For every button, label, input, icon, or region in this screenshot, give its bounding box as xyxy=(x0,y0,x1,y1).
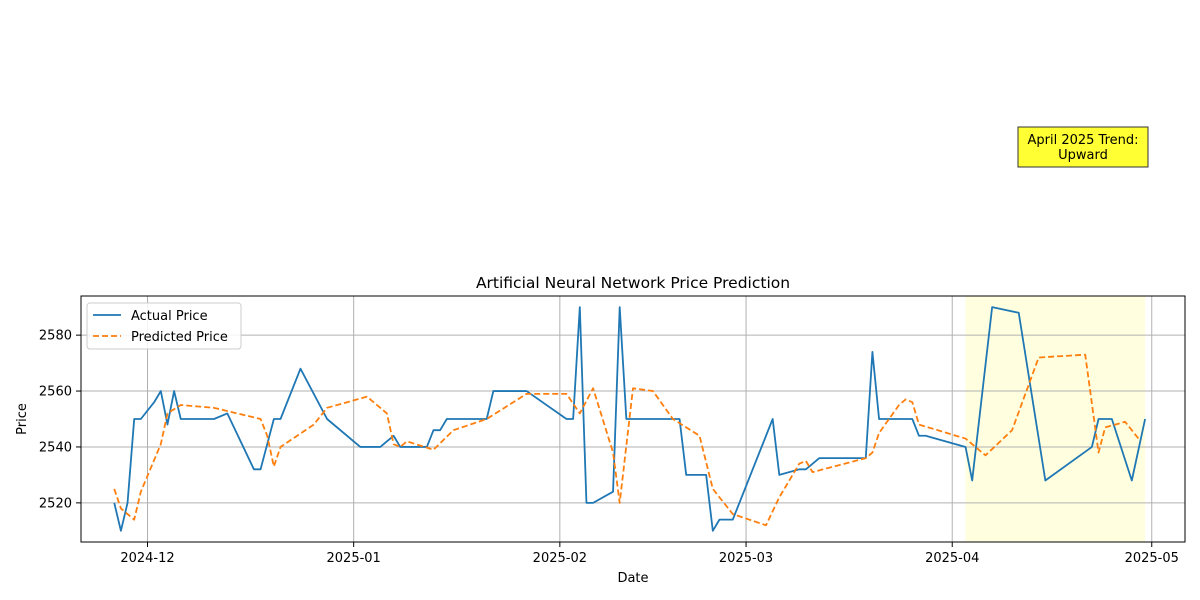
x-tick-label: 2025-04 xyxy=(925,551,979,566)
trend-annotation: April 2025 Trend: Upward xyxy=(1017,126,1149,168)
axis-ticks: 2024-12 2025-01 2025-02 2025-03 2025-04 2025-… xyxy=(39,329,1179,566)
annotation-box xyxy=(1017,126,1149,168)
x-tick-label: 2025-03 xyxy=(719,551,773,566)
legend-label: Predicted Price xyxy=(131,330,228,345)
annotation-line: April 2025 Trend: xyxy=(1027,133,1138,148)
series-line-predicted-price xyxy=(113,353,1140,527)
series-line-actual-price xyxy=(113,306,1146,532)
y-tick-label: 2560 xyxy=(39,385,72,400)
series-lines xyxy=(113,306,1146,532)
x-tick-label: 2025-01 xyxy=(327,551,381,566)
y-tick-label: 2580 xyxy=(39,329,72,344)
legend-box xyxy=(86,302,242,350)
annotation-text: April 2025 Trend: Upward xyxy=(1027,133,1138,163)
x-axis-label: Date xyxy=(617,571,648,586)
x-tick-label: 2024-12 xyxy=(120,551,174,566)
y-tick-label: 2540 xyxy=(39,440,72,455)
annotation-line: Upward xyxy=(1058,148,1108,163)
grid-lines xyxy=(81,296,1185,542)
plot-frame xyxy=(80,295,1186,543)
x-tick-label: 2025-02 xyxy=(533,551,587,566)
chart-title: Artificial Neural Network Price Predicti… xyxy=(476,274,790,292)
x-tick-label: 2025-05 xyxy=(1125,551,1179,566)
april-highlight-band xyxy=(965,296,1146,542)
legend: Actual Price Predicted Price xyxy=(86,302,242,350)
y-tick-label: 2520 xyxy=(39,496,72,511)
y-axis-label: Price xyxy=(15,403,30,435)
legend-label: Actual Price xyxy=(131,309,208,324)
